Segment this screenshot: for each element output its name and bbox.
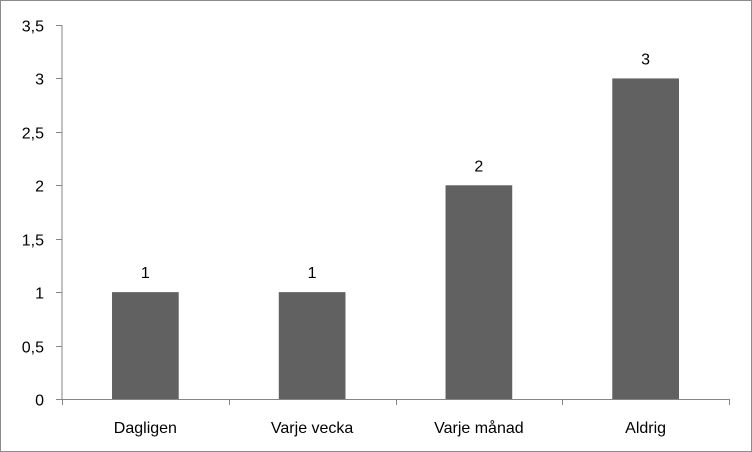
y-tick-label: 2,5 [22,126,44,143]
y-tick-label: 2 [35,179,44,196]
data-label: 1 [308,265,317,282]
y-tick-label: 0 [35,393,44,410]
y-tick-label: 1,5 [22,233,44,250]
y-tick-label: 3 [35,72,44,89]
bar [112,292,179,399]
y-tick-label: 0,5 [22,340,44,357]
category-label: Dagligen [114,420,177,437]
data-label: 1 [141,265,150,282]
bar [278,292,346,399]
bar [612,78,679,399]
category-label: Varje vecka [271,420,354,437]
y-tick-label: 3,5 [22,19,44,36]
data-label: 2 [474,158,483,175]
bar [445,185,513,399]
category-label: Aldrig [625,420,666,437]
category-label: Varje månad [434,419,524,437]
data-label: 3 [641,51,650,68]
y-tick-label: 1 [35,286,44,303]
